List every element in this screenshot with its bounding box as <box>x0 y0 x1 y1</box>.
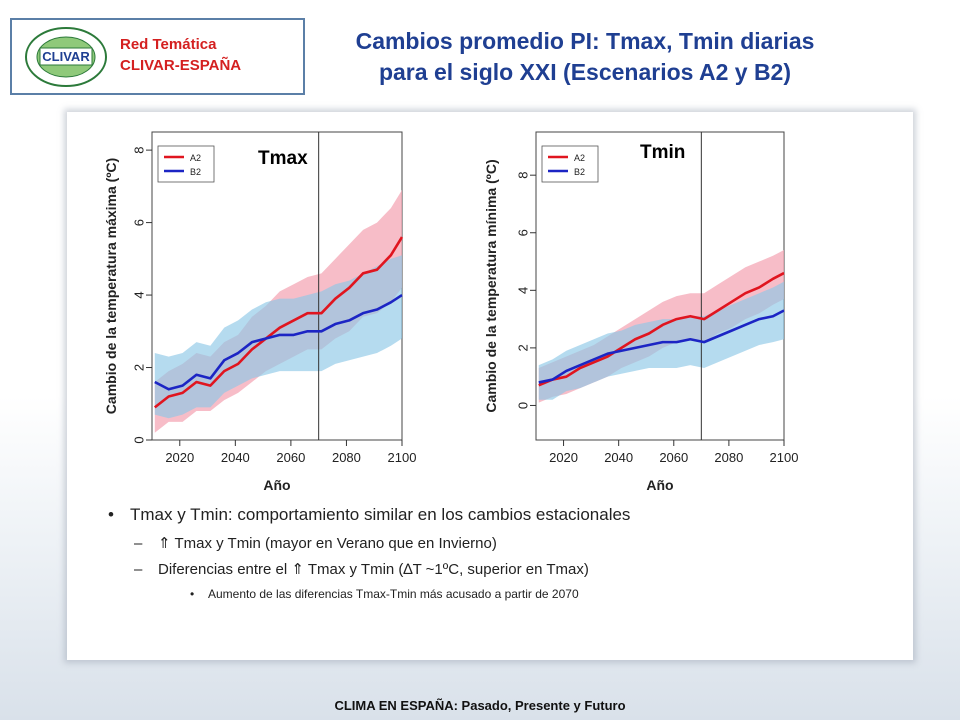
tmin-y-tick-label: 2 <box>515 344 530 351</box>
dash-mark: – <box>134 535 143 552</box>
tmax-x-axis-label: Año <box>263 477 290 493</box>
bullet-1-text: Tmax y Tmin: comportamiento similar en l… <box>130 505 631 524</box>
tmax-x-tick-label: 2040 <box>221 450 250 465</box>
dash-mark: – <box>134 561 143 578</box>
bullet-1: • Tmax y Tmin: comportamiento similar en … <box>108 505 630 525</box>
tmax-y-tick-label: 0 <box>131 436 146 443</box>
clivar-logo: CLIVAR <box>25 27 107 87</box>
chart-tmin-label: Tmin <box>640 142 686 163</box>
network-line-2: CLIVAR-ESPAÑA <box>120 57 242 74</box>
chart-tmin-container: 2020 2040 2060 2080 2100 0 2 4 6 8 Año Cambio de la… <box>480 120 800 495</box>
network-name: Red Temática CLIVAR-ESPAÑA <box>120 34 241 76</box>
tmin-y-tick-label: 4 <box>515 287 530 294</box>
tmin-series-a2 <box>538 271 785 387</box>
chart-tmax-container: 2020 2040 2060 2080 2100 0 2 4 6 8 Año Cambio de la… <box>100 120 418 495</box>
chart-tmax: 2020 2040 2060 2080 2100 0 2 4 6 8 Año Cambio de la… <box>103 131 417 493</box>
tmax-y-tick-label: 6 <box>131 219 146 226</box>
tmax-x-tick-label: 2100 <box>388 450 417 465</box>
tmin-y-tick-label: 8 <box>515 172 530 179</box>
bullet-2: – ⇑ Tmax y Tmin (mayor en Verano que en I… <box>134 534 497 552</box>
tmin-x-tick-label: 2020 <box>549 450 578 465</box>
tmin-y-axis-label: Cambio de la temperatura mínima (ºC) <box>483 159 499 412</box>
bullet-4-text: Aumento de las diferencias Tmax-Tmin más… <box>208 587 579 601</box>
title-line-2: para el siglo XXI (Escenarios A2 y B2) <box>378 59 792 85</box>
footer-text: CLIMA EN ESPAÑA: Pasado, Presente y Futu… <box>334 698 626 713</box>
tmin-y-tick-label: 6 <box>515 229 530 236</box>
chart-tmax-label: Tmax <box>258 148 308 169</box>
slide-title: Cambios promedio PI: Tmax, Tmin diarias … <box>300 26 870 88</box>
tmax-y-tick-label: 4 <box>131 291 146 298</box>
bullet-3: – Diferencias entre el ⇑ Tmax y Tmin (∆T … <box>134 560 589 578</box>
bullet-2-text: ⇑ Tmax y Tmin (mayor en Verano que en In… <box>158 535 497 552</box>
bullet-dot: • <box>190 587 195 601</box>
tmin-x-tick-label: 2080 <box>714 450 743 465</box>
tmax-legend-box <box>157 145 215 183</box>
tmax-legend-label: A2 <box>190 153 201 163</box>
tmax-x-tick-label: 2020 <box>165 450 194 465</box>
bullet-3-text: Diferencias entre el ⇑ Tmax y Tmin (∆T ~… <box>158 561 589 578</box>
network-line-1: Red Temática <box>120 36 217 53</box>
tmin-x-axis-label: Año <box>646 477 673 493</box>
tmin-band-b2 <box>538 281 784 400</box>
title-line-1: Cambios promedio PI: Tmax, Tmin diarias <box>355 28 815 54</box>
tmax-legend-label: B2 <box>190 167 201 177</box>
tmax-x-tick-label: 2080 <box>332 450 361 465</box>
tmin-legend-label: B2 <box>574 167 585 177</box>
logo-word: CLIVAR <box>42 49 90 64</box>
bullet-4: • Aumento de las diferencias Tmax-Tmin má… <box>190 587 579 601</box>
chart-tmin: 2020 2040 2060 2080 2100 0 2 4 6 8 Año Cambio de la… <box>483 131 799 493</box>
tmax-y-tick-label: 2 <box>131 364 146 371</box>
tmax-x-tick-label: 2060 <box>276 450 305 465</box>
bullet-dot: • <box>108 505 114 524</box>
tmax-series-a2 <box>153 236 404 409</box>
tmin-x-tick-label: 2100 <box>770 450 799 465</box>
tmin-series-b2 <box>538 309 785 384</box>
tmax-y-axis-label: Cambio de la temperatura máxima (ºC) <box>103 158 119 414</box>
tmin-legend-label: A2 <box>574 153 585 163</box>
tmin-legend-box <box>541 145 599 183</box>
network-logo-box: CLIVAR Red Temática CLIVAR-ESPAÑA <box>10 18 305 95</box>
tmax-series-b2 <box>154 293 403 391</box>
tmax-y-tick-label: 8 <box>131 147 146 154</box>
tmin-x-tick-label: 2040 <box>604 450 633 465</box>
tmin-x-tick-label: 2060 <box>659 450 688 465</box>
tmin-y-tick-label: 0 <box>515 402 530 409</box>
